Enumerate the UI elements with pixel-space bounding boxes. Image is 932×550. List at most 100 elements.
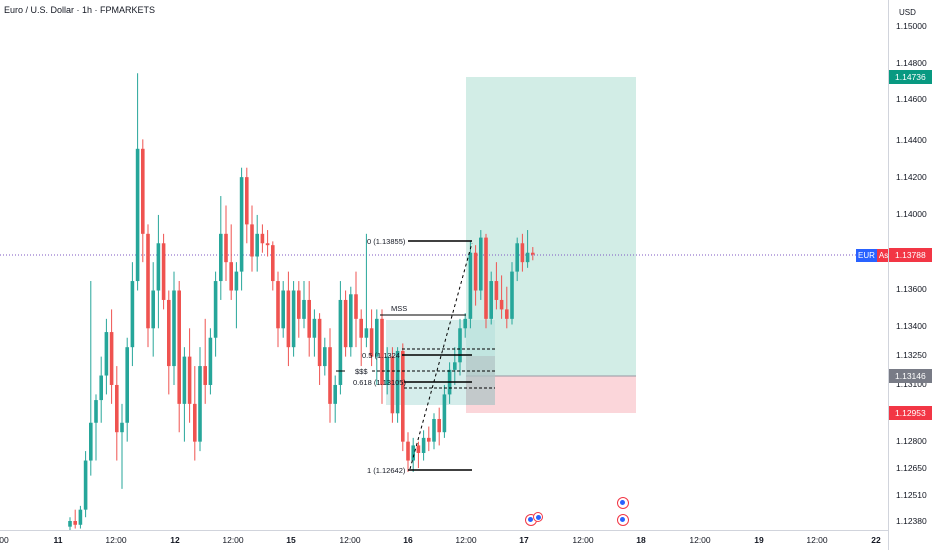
time-scale[interactable]: 00 11 12:00 12 12:00 15 12:00 16 12:00 17 12:00 18 1… [0, 530, 888, 550]
price-tick-label: 1.13100 [896, 379, 927, 389]
candle-body [255, 233, 259, 257]
candle-body [458, 328, 462, 363]
candle-body [494, 281, 499, 300]
time-tick-label: 11 [53, 535, 63, 545]
candle-body [78, 509, 83, 525]
price-tick-label: 1.12510 [896, 490, 927, 500]
candle-body [349, 294, 353, 348]
time-tick-label: 12:00 [339, 535, 361, 545]
candle-body [125, 347, 129, 423]
price-tick-label: 1.12650 [896, 463, 927, 473]
time-tick-label: 12:00 [222, 535, 244, 545]
candle-body [99, 375, 103, 401]
price-scale[interactable]: USD 1.15000 1.14800 1.14600 1.14400 1.14200 1… [888, 0, 932, 550]
candle-body [369, 328, 374, 357]
candle-body [250, 224, 254, 257]
candle-body [510, 271, 514, 319]
candle-body [94, 400, 98, 423]
candle-body [442, 394, 447, 433]
price-tick-label: 1.13600 [896, 284, 927, 294]
candle-body [193, 403, 197, 442]
candle-body [375, 318, 379, 357]
chart-canvas[interactable] [0, 0, 888, 530]
fib-1-label: 1 (1.12642) [367, 466, 406, 475]
candle-body [265, 243, 270, 246]
candle-body [328, 347, 332, 404]
candle-body [484, 237, 488, 319]
time-tick-label: 16 [403, 535, 413, 545]
candle-body [463, 318, 467, 329]
candle-body [182, 356, 187, 404]
candle-body [239, 177, 244, 272]
price-tag: 1.12953 [889, 406, 932, 420]
candle-body [83, 460, 88, 510]
candle-body [411, 445, 415, 461]
time-tick-label: 12:00 [806, 535, 828, 545]
candle-body [115, 384, 119, 433]
candle-body [167, 299, 171, 367]
candle-body [473, 252, 478, 291]
fib-05-label: 0.5 (1.1324 [362, 351, 400, 360]
price-tick-label: 1.14600 [896, 94, 927, 104]
price-tick-label: 1.12800 [896, 436, 927, 446]
candle-body [307, 299, 311, 338]
candle-body [245, 177, 249, 225]
candle-body [453, 362, 457, 370]
candle-body [130, 281, 135, 348]
candle-body [525, 252, 530, 263]
candle-body [213, 281, 218, 338]
candle-body [146, 233, 150, 329]
price-tick-label: 1.15000 [896, 21, 927, 31]
candle-body [161, 243, 166, 300]
price-tick-label: 1.13250 [896, 350, 927, 360]
candle-body [151, 290, 155, 329]
fib-0-label: 0 (1.13855) [367, 237, 406, 246]
candle-body [104, 332, 109, 376]
candle-body [421, 437, 426, 453]
candle-body [271, 245, 275, 282]
us-flag-event-icon[interactable] [617, 497, 629, 509]
time-tick-label: 12:00 [455, 535, 477, 545]
time-tick-label: 12:00 [105, 535, 127, 545]
candle-body [354, 294, 358, 319]
candle-body [260, 233, 265, 244]
candle-body [364, 328, 369, 338]
symbol-tag: EUR [856, 249, 877, 262]
time-tick-label: 17 [519, 535, 529, 545]
fvg-zone[interactable] [466, 356, 495, 405]
candle-body [437, 418, 441, 433]
candle-body [406, 441, 410, 461]
candle-body [286, 290, 291, 348]
candle-body [73, 521, 77, 525]
candle-body [515, 243, 519, 272]
candle-body [120, 422, 124, 433]
price-tick-label: 1.13400 [896, 321, 927, 331]
candle-body [520, 243, 525, 263]
candle-body [229, 262, 233, 291]
candle-body [401, 350, 405, 442]
candle-body [187, 356, 192, 404]
price-tick-label: 1.14800 [896, 58, 927, 68]
candle-body [468, 252, 473, 319]
price-tag: 1.13788 [889, 248, 932, 262]
chart-pane[interactable]: Euro / U.S. Dollar · 1h · FPMARKETS 0 (1… [0, 0, 888, 530]
candle-body [432, 418, 436, 442]
time-tick-label: 12:00 [572, 535, 594, 545]
candle-body [427, 437, 431, 442]
time-tick-label: 22 [871, 535, 881, 545]
candle-body [203, 366, 207, 385]
candle-body [312, 318, 317, 338]
price-tick-label: 1.12380 [896, 516, 927, 526]
dividend-event-icon[interactable] [533, 512, 543, 522]
time-tick-label: 15 [286, 535, 296, 545]
price-tag: 1.14736 [889, 70, 932, 84]
candle-body [343, 299, 348, 348]
candle-body [479, 237, 483, 291]
us-flag-event-icon-2[interactable] [617, 514, 629, 526]
candle-body [297, 290, 301, 319]
time-tick-label: 00 [0, 535, 9, 545]
candle-body [359, 318, 363, 338]
candle-body [395, 350, 400, 414]
candle-body [141, 148, 145, 234]
candle-body [531, 252, 535, 255]
